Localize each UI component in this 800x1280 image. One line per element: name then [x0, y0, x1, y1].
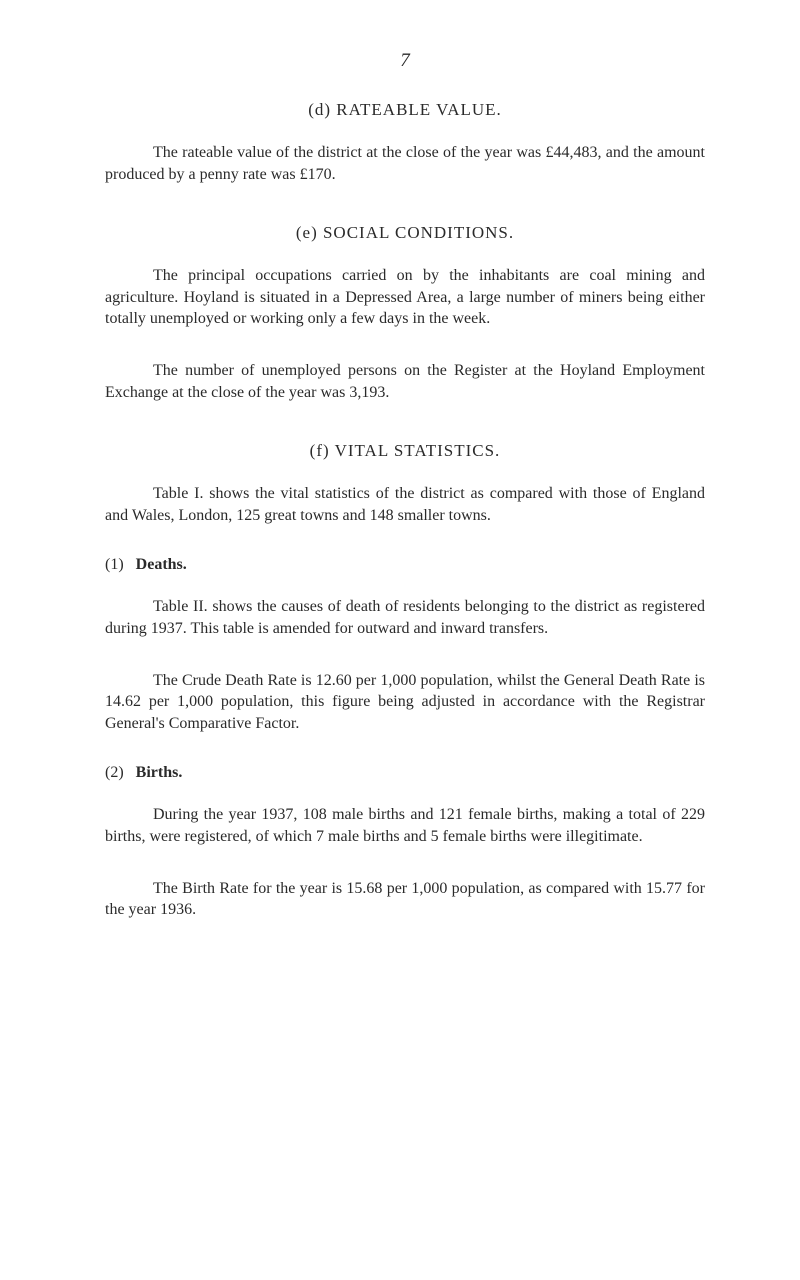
section-e-para1: The principal occupations carried on by … [105, 265, 705, 330]
deaths-heading: (1) Deaths. [105, 556, 705, 574]
births-heading: (2) Births. [105, 764, 705, 782]
document-page: 7 (d) RATEABLE VALUE. The rateable value… [0, 0, 800, 1001]
section-e-para2: The number of unemployed persons on the … [105, 360, 705, 403]
deaths-title: Deaths. [136, 556, 187, 573]
deaths-para1: Table II. shows the causes of death of r… [105, 596, 705, 639]
births-num: (2) [105, 764, 124, 781]
births-para2: The Birth Rate for the year is 15.68 per… [105, 878, 705, 921]
page-number: 7 [105, 50, 705, 72]
section-f-heading: (f) VITAL STATISTICS. [105, 441, 705, 461]
section-f-para1: Table I. shows the vital statistics of t… [105, 483, 705, 526]
section-e-heading: (e) SOCIAL CONDITIONS. [105, 223, 705, 243]
deaths-num: (1) [105, 556, 124, 573]
section-d-heading: (d) RATEABLE VALUE. [105, 100, 705, 120]
births-para1: During the year 1937, 108 male births an… [105, 804, 705, 847]
section-d-para1: The rateable value of the district at th… [105, 142, 705, 185]
births-title: Births. [136, 764, 183, 781]
deaths-para2: The Crude Death Rate is 12.60 per 1,000 … [105, 670, 705, 735]
